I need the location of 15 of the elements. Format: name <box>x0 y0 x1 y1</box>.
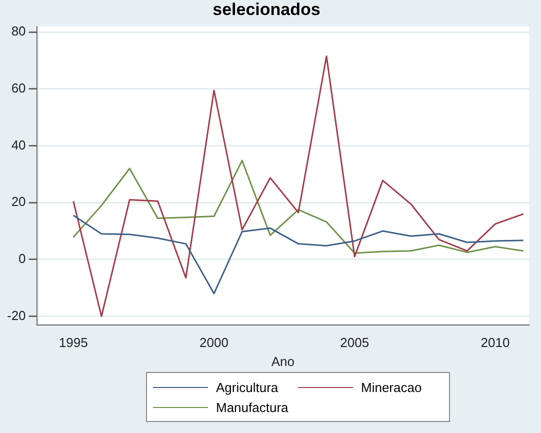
y-tick-label: 80 <box>11 24 26 39</box>
x-tick-label: 2010 <box>480 335 510 350</box>
legend-label: Agricultura <box>216 380 278 394</box>
y-tick-label: -20 <box>6 308 26 323</box>
y-tick-label: 20 <box>11 194 26 210</box>
y-tick-label: 0 <box>18 251 26 266</box>
x-tick-label: 2000 <box>200 335 228 350</box>
legend-label: Manufactura <box>216 400 288 414</box>
y-tick-label: 40 <box>11 137 26 152</box>
legend-label: Mineracao <box>361 380 422 394</box>
y-tick-label: 60 <box>11 80 26 96</box>
chart-title: selecionados <box>212 0 320 19</box>
x-tick-label: 2005 <box>340 335 370 350</box>
x-axis-title: Ano <box>271 354 294 369</box>
x-tick-label: 1995 <box>58 335 88 350</box>
